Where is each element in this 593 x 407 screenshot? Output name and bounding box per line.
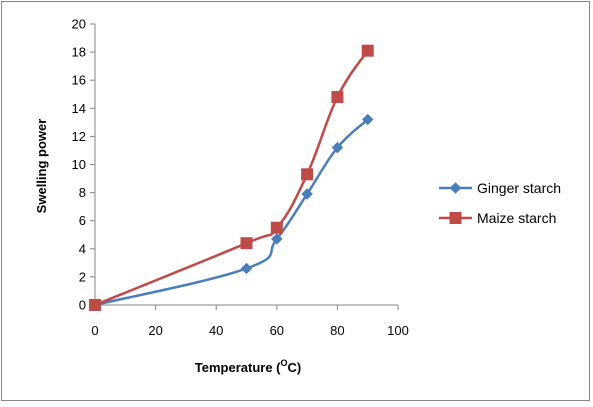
series-maize-starch	[89, 44, 374, 311]
legend-item: Maize starch	[439, 210, 556, 226]
square-marker	[240, 237, 253, 250]
y-tick-label: 18	[72, 45, 86, 60]
x-axis-title: Temperature (OC)	[195, 358, 301, 375]
x-axis-title-superscript: O	[281, 358, 288, 368]
legend-diamond-marker	[449, 182, 462, 194]
y-axis-ticks: 0 2 4 6 8 10 12 14 16 18 20	[72, 17, 95, 313]
diamond-marker	[361, 113, 374, 126]
y-tick-label: 6	[79, 213, 86, 228]
x-axis-ticks: 0 20 40 60 80 100	[91, 305, 409, 338]
x-axis-title-unit: C)	[288, 360, 302, 375]
diamond-marker	[331, 141, 344, 154]
legend-label: Maize starch	[477, 210, 556, 226]
square-marker	[361, 44, 374, 57]
series-line	[94, 118, 369, 307]
diamond-marker	[271, 233, 283, 245]
y-tick-label: 2	[79, 269, 86, 284]
chart-frame: 0 2 4 6 8 10 12 14 16 18 20 0 20 40 60 80 100 Swelling …	[1, 1, 590, 401]
y-tick-label: 12	[72, 129, 86, 144]
y-tick-label: 16	[72, 73, 86, 88]
legend-label: Ginger starch	[477, 180, 561, 196]
x-tick-label: 0	[91, 323, 98, 338]
y-tick-label: 8	[79, 185, 86, 200]
square-marker	[301, 168, 314, 181]
y-tick-label: 0	[79, 298, 86, 313]
line-chart: 0 2 4 6 8 10 12 14 16 18 20 0 20 40 60 80 100 Swelling …	[34, 17, 561, 376]
series-line	[94, 50, 369, 307]
x-tick-label: 20	[148, 323, 162, 338]
legend: Ginger starch Maize starch	[439, 180, 561, 226]
y-tick-label: 14	[72, 101, 86, 116]
series-layer	[89, 44, 374, 311]
x-axis-title-text: Temperature (	[195, 360, 281, 375]
legend-square-marker	[449, 212, 462, 224]
series-ginger-starch	[89, 113, 374, 311]
x-tick-label: 100	[387, 323, 409, 338]
y-axis-title: Swelling power	[34, 119, 49, 214]
x-tick-label: 60	[270, 323, 284, 338]
square-marker	[270, 221, 283, 234]
square-marker	[89, 299, 101, 311]
y-tick-label: 20	[72, 17, 86, 32]
diamond-marker	[301, 188, 313, 200]
x-tick-label: 80	[330, 323, 344, 338]
y-tick-label: 4	[79, 241, 86, 256]
square-marker	[331, 91, 344, 104]
legend-item: Ginger starch	[439, 180, 561, 196]
y-tick-label: 10	[72, 157, 86, 172]
x-tick-label: 40	[209, 323, 223, 338]
diamond-marker	[240, 262, 253, 275]
